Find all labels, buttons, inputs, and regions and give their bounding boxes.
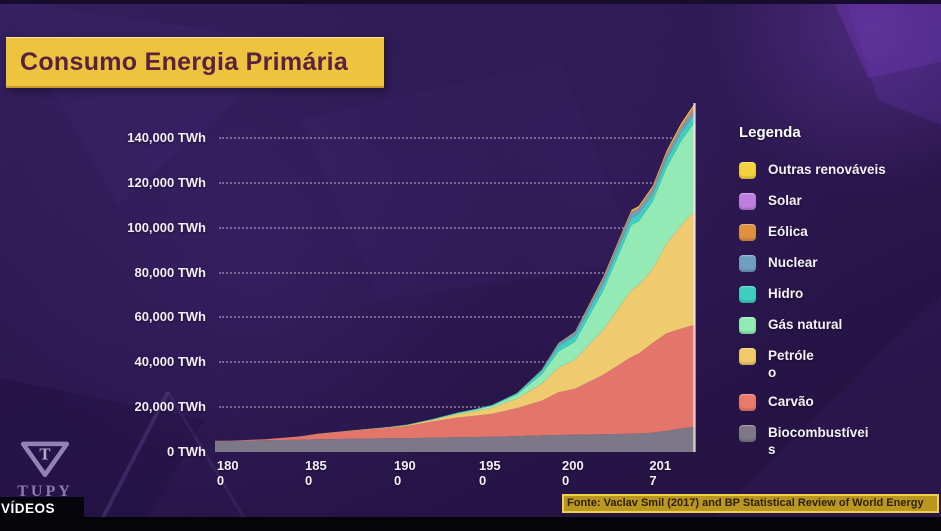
source-citation: Fonte: Vaclav Smil (2017) and BP Statist… bbox=[562, 494, 939, 513]
legend-swatch-icon bbox=[739, 394, 756, 411]
tupy-logo-text: TUPY bbox=[17, 483, 73, 500]
gridline-20000 bbox=[219, 406, 688, 409]
videos-badge: VÍDEOS bbox=[0, 497, 84, 519]
legend-swatch-icon bbox=[739, 224, 756, 241]
gridline-80000 bbox=[219, 271, 688, 274]
legend-swatch-icon bbox=[739, 193, 756, 210]
y-tick-label: 100,000 TWh bbox=[127, 219, 206, 235]
y-tick-label: 60,000 TWh bbox=[134, 309, 206, 325]
top-edge-strip bbox=[0, 0, 941, 4]
y-tick-label: 40,000 TWh bbox=[134, 354, 206, 370]
legend-label: Solar bbox=[768, 193, 802, 208]
svg-text:T: T bbox=[39, 444, 50, 463]
tupy-triangle-icon: T bbox=[20, 441, 70, 478]
y-tick-label: 120,000 TWh bbox=[127, 174, 206, 190]
legend-items: Outras renováveis Solar Eólica Nuclear Hidro… bbox=[739, 161, 924, 458]
gridline-120000 bbox=[219, 181, 688, 184]
legend-label: Carvão bbox=[768, 394, 814, 409]
x-tick-label: 190 0 bbox=[394, 458, 416, 488]
legend-title: Legenda bbox=[739, 124, 801, 141]
page-title: Consumo Energia Primária bbox=[6, 37, 384, 88]
tupy-logo: T TUPY bbox=[14, 440, 76, 501]
legend-swatch-icon bbox=[739, 255, 756, 272]
y-tick-label: 80,000 TWh bbox=[134, 264, 206, 280]
x-tick-label: 195 0 bbox=[478, 458, 501, 488]
legend-label: Hidro bbox=[768, 286, 804, 301]
area-series-biocombust-veis bbox=[215, 426, 695, 452]
legend-swatch-icon bbox=[739, 162, 756, 179]
legend-item-nuclear: Nuclear bbox=[739, 254, 924, 273]
legend-item-solar: Solar bbox=[739, 192, 924, 211]
legend-swatch-icon bbox=[739, 348, 756, 365]
legend-item-biocombust-vei-s: Biocombustívei s bbox=[739, 424, 924, 458]
y-tick-label: 20,000 TWh bbox=[134, 399, 206, 415]
area-series-carv-o bbox=[215, 324, 695, 441]
legend-item-outras-renov-veis: Outras renováveis bbox=[739, 161, 924, 180]
legend-item-e-lica: Eólica bbox=[739, 223, 924, 242]
legend-item-carv-o: Carvão bbox=[739, 393, 924, 412]
legend-item-petr-le-o: Petróle o bbox=[739, 347, 924, 381]
legend-item-g-s-natural: Gás natural bbox=[739, 316, 924, 335]
x-tick-label: 185 0 bbox=[305, 458, 327, 488]
y-tick-label: 0 TWh bbox=[167, 444, 206, 459]
gridline-140000 bbox=[219, 137, 688, 140]
x-tick-label: 200 0 bbox=[562, 458, 584, 488]
y-tick-label: 140,000 TWh bbox=[127, 130, 206, 146]
x-tick-label: 201 7 bbox=[649, 458, 672, 488]
video-player-bar bbox=[0, 517, 941, 531]
stacked-area-chart bbox=[215, 103, 696, 452]
page-title-text: Consumo Energia Primária bbox=[20, 48, 349, 76]
legend-label: Gás natural bbox=[768, 317, 843, 332]
legend: Legenda Outras renováveis Solar Eólica Nucl… bbox=[739, 124, 924, 470]
legend-label: Eólica bbox=[768, 224, 808, 239]
legend-item-hidro: Hidro bbox=[739, 285, 924, 304]
legend-label: Nuclear bbox=[768, 255, 818, 270]
gridline-40000 bbox=[219, 361, 688, 364]
x-tick-label: 180 0 bbox=[216, 458, 239, 488]
legend-label: Outras renováveis bbox=[768, 162, 886, 177]
area-series-petr-leo bbox=[215, 210, 695, 441]
legend-label: Petróle o bbox=[768, 348, 814, 380]
legend-swatch-icon bbox=[739, 425, 756, 442]
gridline-60000 bbox=[219, 316, 688, 319]
legend-swatch-icon bbox=[739, 286, 756, 303]
gridline-100000 bbox=[219, 226, 688, 229]
legend-label: Biocombustívei s bbox=[768, 425, 869, 457]
legend-swatch-icon bbox=[739, 317, 756, 334]
